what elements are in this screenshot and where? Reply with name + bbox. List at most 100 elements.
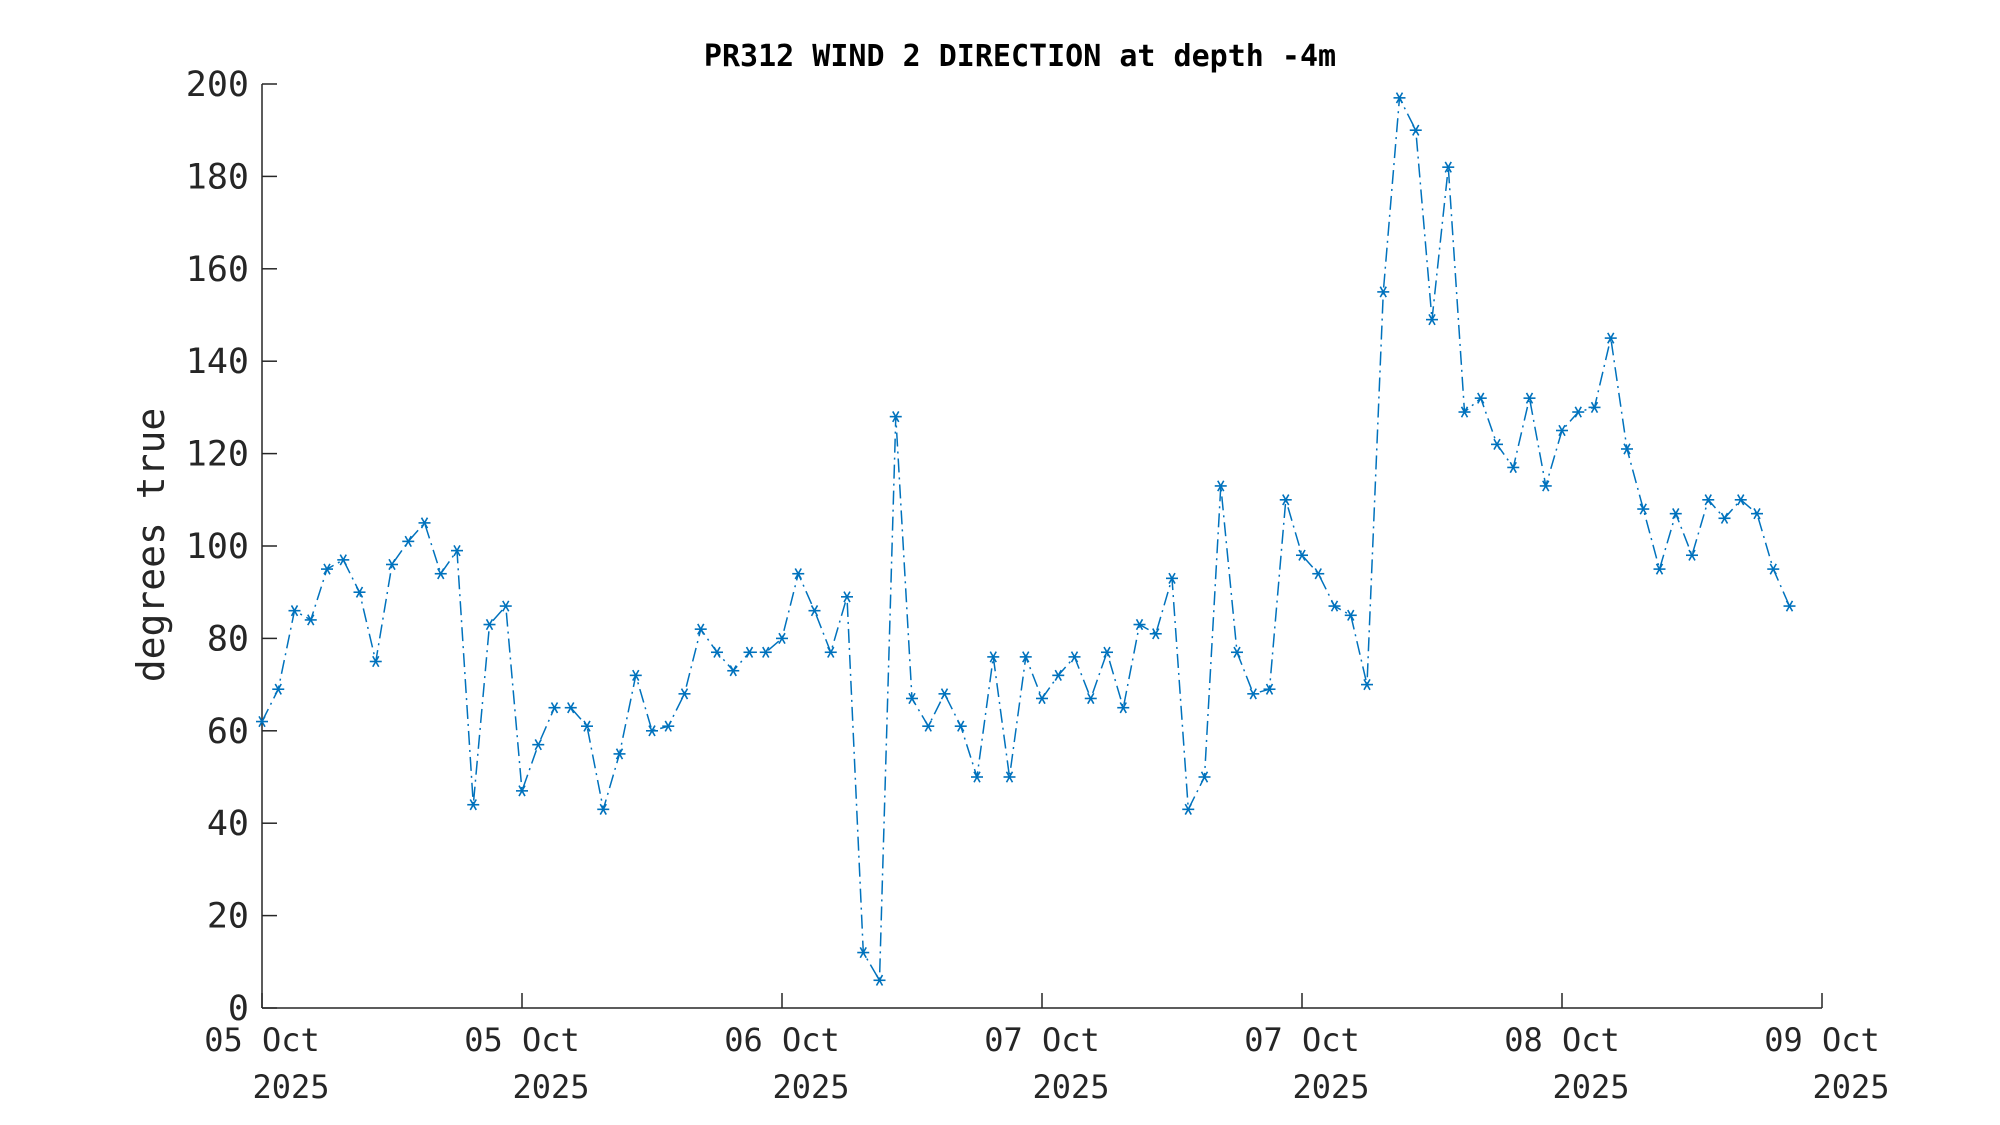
y-axis-label: degrees true <box>129 408 173 683</box>
x-tick-label: 05 Oct <box>464 1021 580 1059</box>
data-point-marker <box>1507 461 1520 474</box>
data-point-marker <box>889 411 902 423</box>
data-point-marker <box>711 646 723 658</box>
data-point-marker <box>808 605 821 617</box>
data-point-marker <box>1621 443 1633 455</box>
data-point-marker <box>353 586 366 598</box>
data-point-marker <box>548 702 561 714</box>
data-point-marker <box>1637 503 1650 515</box>
data-point-marker <box>256 715 268 728</box>
data-point-marker <box>987 651 1000 663</box>
data-point-marker <box>1442 161 1455 173</box>
data-point-marker <box>1214 480 1227 492</box>
data-point-marker <box>1198 771 1211 783</box>
data-point-marker <box>1669 508 1682 520</box>
data-point-marker <box>1361 678 1373 691</box>
data-point-marker <box>727 665 740 677</box>
data-point-marker <box>272 683 285 695</box>
x-tick-label-year: 2025 <box>772 1068 849 1106</box>
y-tick-label: 200 <box>186 65 249 105</box>
data-point-marker <box>613 748 626 760</box>
y-tick-label: 160 <box>186 250 249 290</box>
data-point-marker <box>483 618 496 631</box>
data-point-marker <box>1686 549 1698 561</box>
series-line <box>261 95 1791 983</box>
data-point-marker <box>1133 618 1146 631</box>
data-point-marker <box>1572 406 1585 418</box>
data-point-marker <box>1263 683 1276 695</box>
data-point-marker <box>564 702 577 714</box>
data-point-marker <box>369 655 382 668</box>
data-point-marker <box>922 720 935 732</box>
y-tick-label: 140 <box>186 342 249 382</box>
data-point-marker <box>1588 401 1601 414</box>
series <box>256 92 1796 986</box>
data-point-marker <box>1312 568 1325 580</box>
data-point-marker <box>288 605 301 617</box>
data-point-marker <box>321 563 333 575</box>
x-tick-label-year: 2025 <box>1552 1068 1629 1106</box>
data-point-marker <box>597 803 610 815</box>
data-point-marker <box>499 600 512 612</box>
data-point-marker <box>646 725 658 737</box>
data-point-marker <box>841 591 853 603</box>
data-point-marker <box>516 785 528 797</box>
data-point-marker <box>1149 628 1162 640</box>
data-point-marker <box>1344 609 1357 621</box>
data-point-marker <box>1491 438 1503 450</box>
data-point-marker <box>1393 92 1406 104</box>
x-tick-label: 05 Oct <box>204 1021 320 1059</box>
data-point-marker <box>776 632 788 645</box>
data-point-marker <box>759 646 772 658</box>
data-point-marker <box>1036 692 1048 705</box>
data-point-marker <box>1019 651 1032 663</box>
data-point-marker <box>938 688 951 700</box>
y-tick-label: 40 <box>207 804 249 844</box>
data-point-marker <box>1523 392 1536 404</box>
data-point-marker <box>1166 572 1178 584</box>
y-tick-label: 80 <box>207 619 249 659</box>
data-point-marker <box>1068 651 1081 663</box>
data-point-marker <box>1052 669 1065 681</box>
data-point-marker <box>1767 563 1780 575</box>
data-point-marker <box>678 688 691 700</box>
data-point-marker <box>1426 314 1438 326</box>
x-tick-label: 09 Oct <box>1764 1021 1880 1059</box>
data-point-marker <box>337 554 350 566</box>
data-point-marker <box>1377 286 1390 298</box>
data-point-marker <box>1458 406 1471 418</box>
data-point-marker <box>434 568 447 580</box>
y-tick-label: 100 <box>186 527 249 567</box>
x-tick-label: 08 Oct <box>1504 1021 1620 1059</box>
data-point-marker <box>1556 424 1568 437</box>
data-point-marker <box>451 545 463 557</box>
y-tick-label: 60 <box>207 712 249 752</box>
data-point-marker <box>1783 600 1796 612</box>
data-point-marker <box>1182 803 1195 815</box>
chart-title: PR312 WIND 2 DIRECTION at depth -4m <box>704 39 1336 74</box>
x-tick-label: 07 Oct <box>1244 1021 1360 1059</box>
data-point-marker <box>1328 600 1341 612</box>
data-point-marker <box>1084 692 1097 705</box>
data-point-marker <box>873 974 886 986</box>
y-tick-label: 0 <box>228 989 249 1029</box>
axes: 0 20 40 60 80 100 120 140 160 180 200 05 Oct 2025 05 … <box>186 65 1890 1106</box>
x-tick-label-year: 2025 <box>252 1068 329 1106</box>
y-tick-label: 20 <box>207 897 249 937</box>
data-point-marker <box>532 739 545 751</box>
data-point-marker <box>304 614 317 626</box>
data-point-marker <box>824 646 837 658</box>
x-tick-label: 06 Oct <box>724 1021 840 1059</box>
data-point-marker <box>629 669 642 681</box>
y-tick-label: 120 <box>186 435 249 475</box>
data-point-marker <box>1751 508 1763 520</box>
data-point-marker <box>1101 646 1113 658</box>
data-point-marker <box>1604 332 1617 344</box>
data-point-marker <box>743 646 756 658</box>
data-point-marker <box>1117 702 1130 714</box>
data-point-marker <box>1653 563 1666 575</box>
x-tick-label-year: 2025 <box>1812 1068 1889 1106</box>
data-point-marker <box>1734 494 1747 506</box>
data-point-marker <box>662 720 675 732</box>
